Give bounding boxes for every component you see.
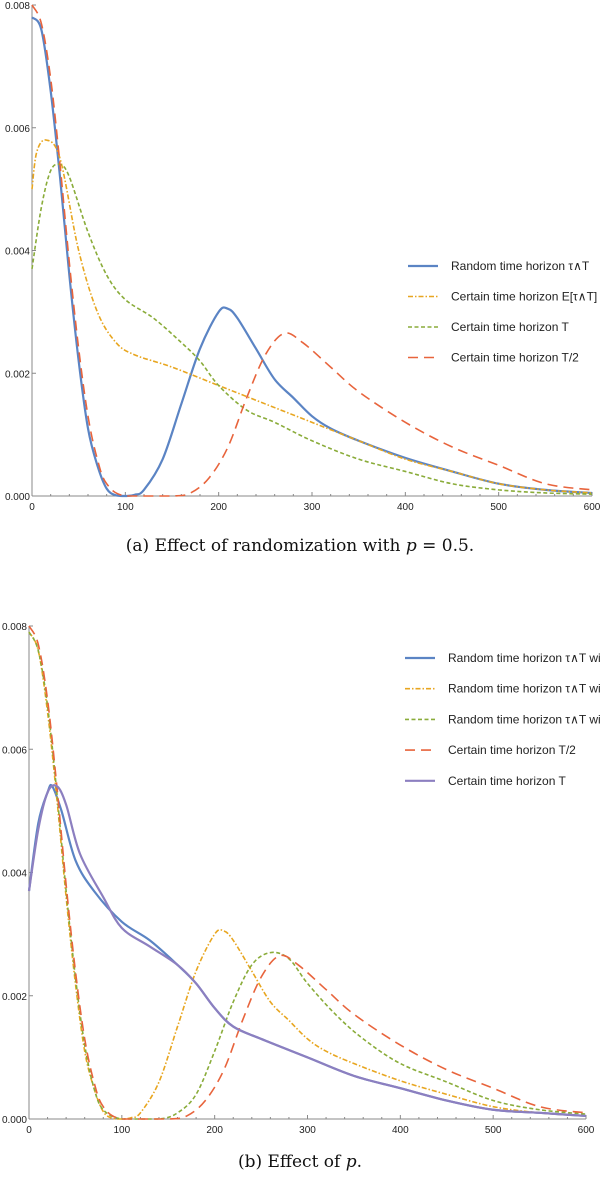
x-tick-label: 200 bbox=[206, 1125, 223, 1136]
y-tick-label: 0.004 bbox=[2, 869, 27, 880]
x-tick-label: 600 bbox=[578, 1125, 595, 1136]
y-tick-label: 0.004 bbox=[5, 247, 30, 258]
series-line-0 bbox=[27, 783, 587, 1118]
x-tick-label: 500 bbox=[490, 502, 507, 513]
x-tick-label: 400 bbox=[392, 1125, 409, 1136]
x-tick-label: 0 bbox=[26, 1125, 32, 1136]
x-tick-label: 300 bbox=[299, 1125, 316, 1136]
y-tick-label: 0.006 bbox=[5, 124, 30, 135]
chart-b: 0 100 200 300 400 500 600 0.000 0.002 0.004 0.006 0… bbox=[2, 622, 600, 1136]
y-tick-label: 0.002 bbox=[5, 369, 30, 380]
y-tick-label: 0.000 bbox=[2, 1115, 27, 1126]
y-tick-label: 0.008 bbox=[2, 622, 27, 633]
legend-label: Random time horizon τ∧T with p=0.9 bbox=[448, 712, 600, 726]
caption-b: (b) Effect of p. bbox=[237, 1152, 363, 1172]
x-tick-label: 300 bbox=[304, 502, 321, 513]
series-line-2 bbox=[28, 631, 587, 1120]
legend-label: Random time horizon τ∧T bbox=[451, 259, 590, 273]
series-line-4 bbox=[27, 784, 587, 1118]
x-tick-label: 500 bbox=[485, 1125, 502, 1136]
chart-a: 0 100 200 300 400 500 600 0.000 0.002 0.004 0.006 0… bbox=[5, 1, 600, 513]
legend-label: Certain time horizon T/2 bbox=[448, 743, 576, 757]
legend-label: Certain time horizon T bbox=[451, 320, 569, 334]
x-tick-label: 600 bbox=[584, 502, 600, 513]
series-line-3 bbox=[28, 625, 587, 1120]
series-line-1 bbox=[31, 139, 593, 494]
series-line-1 bbox=[28, 631, 587, 1120]
x-tick-label: 400 bbox=[397, 502, 414, 513]
y-tick-label: 0.000 bbox=[5, 492, 30, 503]
legend-label: Random time horizon τ∧T with p=0.5 bbox=[448, 682, 600, 696]
y-tick-label: 0.008 bbox=[5, 1, 30, 12]
series-line-3 bbox=[31, 4, 593, 497]
y-tick-label: 0.002 bbox=[2, 992, 27, 1003]
x-tick-label: 200 bbox=[210, 502, 227, 513]
series-line-0 bbox=[31, 16, 593, 498]
caption-a: (a) Effect of randomization with p = 0.5… bbox=[125, 536, 475, 556]
legend-label: Certain time horizon T/2 bbox=[451, 351, 579, 365]
legend-label: Random time horizon τ∧T with p=0.01 bbox=[448, 651, 600, 665]
x-tick-label: 0 bbox=[29, 502, 35, 513]
x-tick-label: 100 bbox=[117, 502, 134, 513]
legend-label: Certain time horizon E[τ∧T] bbox=[451, 290, 597, 304]
x-tick-label: 100 bbox=[113, 1125, 130, 1136]
y-tick-label: 0.006 bbox=[2, 745, 27, 756]
legend-label: Certain time horizon T bbox=[448, 774, 566, 788]
